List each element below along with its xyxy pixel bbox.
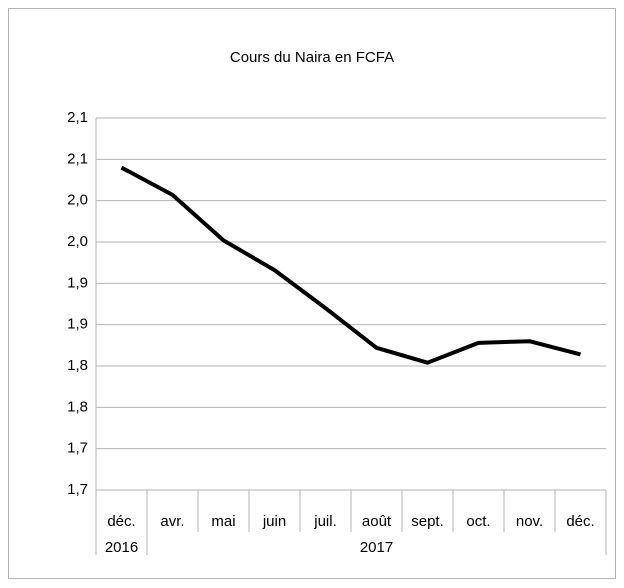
x-tick-label: déc. <box>107 513 135 530</box>
y-tick-label: 2,1 <box>67 150 88 167</box>
x-tick-label: août <box>362 513 392 530</box>
y-tick-label: 1,8 <box>67 357 88 374</box>
x-group-label: 2016 <box>105 539 138 556</box>
chart-frame <box>8 8 616 579</box>
x-tick-label: avr. <box>160 513 184 530</box>
y-tick-label: 1,8 <box>67 398 88 415</box>
line-series <box>120 165 582 365</box>
y-tick-label: 2,0 <box>67 233 88 250</box>
x-tick-label: oct. <box>466 513 490 530</box>
y-tick-label: 2,0 <box>67 192 88 209</box>
x-tick-label: juil. <box>313 513 337 530</box>
x-tick-label: juin <box>262 513 286 530</box>
x-tick-label: déc. <box>566 513 594 530</box>
y-tick-label: 1,9 <box>67 316 88 333</box>
y-tick-label: 2,1 <box>67 109 88 126</box>
x-tick-label: mai <box>211 513 235 530</box>
x-tick-label: nov. <box>516 513 543 530</box>
y-tick-label: 1,7 <box>67 481 88 498</box>
y-tick-label: 1,7 <box>67 440 88 457</box>
x-tick-label: sept. <box>411 513 444 530</box>
x-group-label: 2017 <box>360 539 393 556</box>
y-tick-label: 1,9 <box>67 274 88 291</box>
chart-title: Cours du Naira en FCFA <box>230 49 394 66</box>
